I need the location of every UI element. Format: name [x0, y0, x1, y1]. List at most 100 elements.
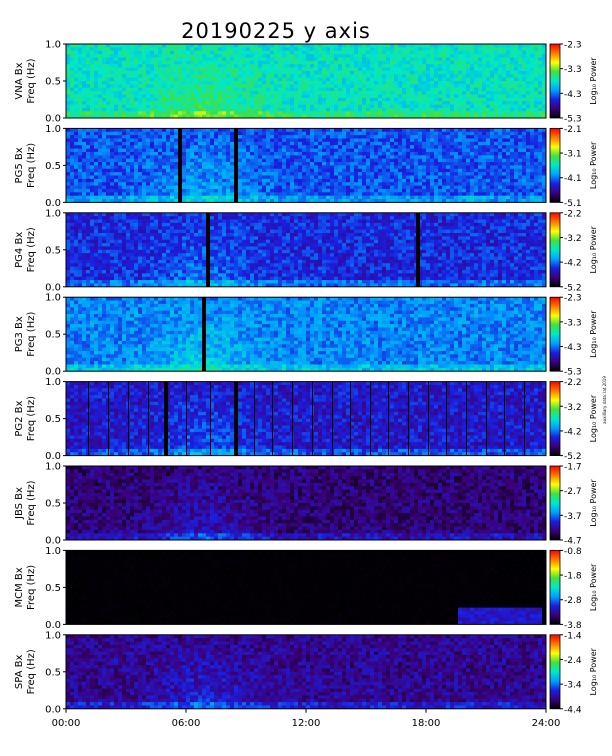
colorbar-tick-label: -2.7 — [564, 487, 582, 497]
data-gap-line — [466, 381, 467, 456]
chart-title: 20190225 y axis — [181, 19, 371, 43]
colorbar-tick-label: -1.4 — [564, 631, 582, 641]
y-tick-label: 1.0 — [45, 293, 61, 304]
colorbar-label: Log₁₀ Power — [589, 310, 598, 358]
colorbar-tick-label: -4.7 — [564, 537, 582, 547]
spectrogram-image — [66, 550, 546, 625]
data-gap-line — [128, 381, 129, 456]
spectrogram-image — [66, 44, 546, 118]
y-tick-label: 0.5 — [45, 499, 61, 510]
credit-text: auxilliary data: lat 2019 — [602, 376, 607, 424]
freq-axis-label: Freq (Hz) — [26, 143, 37, 188]
data-gap-bar — [206, 212, 210, 287]
y-tick-label: 0.0 — [45, 198, 61, 209]
data-gap-line — [428, 381, 429, 456]
y-tick-label: 0.0 — [45, 620, 61, 631]
colorbar-tick-label: -2.3 — [564, 41, 582, 51]
y-tick-label: 0.0 — [45, 282, 61, 293]
colorbar-label: Log₁₀ Power — [589, 57, 598, 105]
data-gap-line — [254, 381, 255, 456]
data-gap-bar — [164, 381, 168, 456]
station-label: SPA Bx — [14, 654, 25, 689]
station-label: PG5 Bx — [14, 147, 25, 183]
colorbar-tick-label: -4.2 — [564, 259, 582, 269]
spectrogram-image — [66, 381, 546, 456]
data-gap-line — [350, 381, 351, 456]
colorbar-tick-label: -2.2 — [564, 209, 582, 219]
y-tick-label: 1.0 — [45, 124, 61, 135]
data-gap-line — [272, 381, 273, 456]
colorbar-tick-label: -1.8 — [564, 572, 582, 582]
colorbar — [549, 634, 561, 710]
colorbar-tick-label: -5.3 — [564, 115, 582, 125]
data-gap-line — [504, 381, 505, 456]
y-tick-label: 0.0 — [45, 114, 61, 125]
colorbar — [549, 465, 561, 541]
data-gap-bar — [416, 212, 420, 287]
x-tick-label: 18:00 — [412, 718, 441, 729]
colorbar-tick-label: -5.3 — [564, 368, 582, 378]
colorbar-tick-label: -4.4 — [564, 705, 582, 715]
y-tick-label: 0.5 — [45, 245, 61, 256]
y-tick-label: 0.5 — [45, 77, 61, 88]
colorbar-tick-label: -2.2 — [564, 378, 582, 388]
data-gap-line — [388, 381, 389, 456]
colorbar-tick-label: -3.3 — [564, 65, 582, 75]
colorbar — [549, 381, 561, 457]
freq-axis-label: Freq (Hz) — [26, 58, 37, 103]
panel-pg3: 0.0 0.5 1.0 PG3 Bx Freq (Hz) -2.3 -3.3 -4.3 -5.3… — [14, 293, 598, 378]
colorbar-tick-label: -5.1 — [564, 199, 582, 209]
panel-pg4: 0.0 0.5 1.0 PG4 Bx Freq (Hz) -2.2 -3.2 -4.2 -5.2… — [14, 208, 598, 293]
freq-axis-label: Freq (Hz) — [26, 480, 37, 525]
colorbar-tick-label: -4.3 — [564, 90, 582, 100]
data-gap-line — [108, 381, 109, 456]
panel-jbs: 0.0 0.5 1.0 JBS Bx Freq (Hz) -1.7 -2.7 -3.7 -4.7… — [14, 462, 598, 547]
colorbar-tick-label: -3.2 — [564, 403, 582, 413]
colorbar-tick-label: -2.3 — [564, 294, 582, 304]
panel-spa: 0.0 0.5 1.0 SPA Bx Freq (Hz) -1.4 -2.4 -3.4 -4.4… — [14, 630, 598, 715]
data-gap-bar — [202, 297, 206, 372]
spectrogram-image — [66, 212, 546, 287]
spectrogram-image — [66, 634, 546, 709]
station-label: PG3 Bx — [14, 316, 25, 352]
colorbar-tick-label: -1.7 — [564, 463, 582, 473]
x-axis-ticks: 00:00 06:00 12:00 18:00 24:00 — [52, 708, 561, 729]
y-tick-label: 1.0 — [45, 546, 61, 557]
data-gap-line — [292, 381, 293, 456]
data-gap-line — [312, 381, 313, 456]
y-tick-label: 0.0 — [45, 704, 61, 715]
colorbar — [549, 212, 561, 288]
data-gap-bar — [178, 128, 182, 203]
station-label: PG4 Bx — [14, 232, 25, 268]
spectrogram-image — [66, 297, 546, 372]
data-gap-line — [88, 381, 89, 456]
y-tick-label: 0.5 — [45, 667, 61, 678]
colorbar-tick-label: -3.2 — [564, 234, 582, 244]
colorbar-tick-label: -2.4 — [564, 656, 582, 666]
y-tick-label: 1.0 — [45, 462, 61, 473]
data-gap-line — [148, 381, 149, 456]
data-gap-bar — [234, 128, 238, 203]
colorbar-tick-label: -2.1 — [564, 125, 582, 135]
station-label: JBS Bx — [14, 487, 25, 520]
y-tick-label: 1.0 — [45, 208, 61, 219]
colorbar-tick-label: -5.2 — [564, 283, 582, 293]
y-tick-label: 0.5 — [45, 583, 61, 594]
data-gap-line — [446, 381, 447, 456]
data-gap-bar — [234, 381, 238, 456]
panel-mcm: 0.0 0.5 1.0 MCM Bx Freq (Hz) -0.8 -1.8 -2.8 -3.8… — [14, 546, 598, 631]
panel-pg2: 0.0 0.5 1.0 PG2 Bx Freq (Hz) -2.2 -3.2 -4.2 -5.2… — [14, 377, 598, 462]
colorbar-label: Log₁₀ Power — [589, 225, 598, 273]
colorbar-tick-label: -3.7 — [564, 512, 582, 522]
colorbar — [549, 550, 561, 625]
colorbar-label: Log₁₀ Power — [589, 647, 598, 695]
x-tick-label: 24:00 — [532, 718, 561, 729]
y-tick-label: 1.0 — [45, 630, 61, 641]
x-tick-label: 12:00 — [292, 718, 321, 729]
colorbar — [549, 127, 561, 203]
colorbar-tick-label: -5.2 — [564, 452, 582, 462]
colorbar — [549, 296, 561, 372]
y-tick-label: 1.0 — [45, 377, 61, 388]
y-tick-label: 0.5 — [45, 330, 61, 341]
